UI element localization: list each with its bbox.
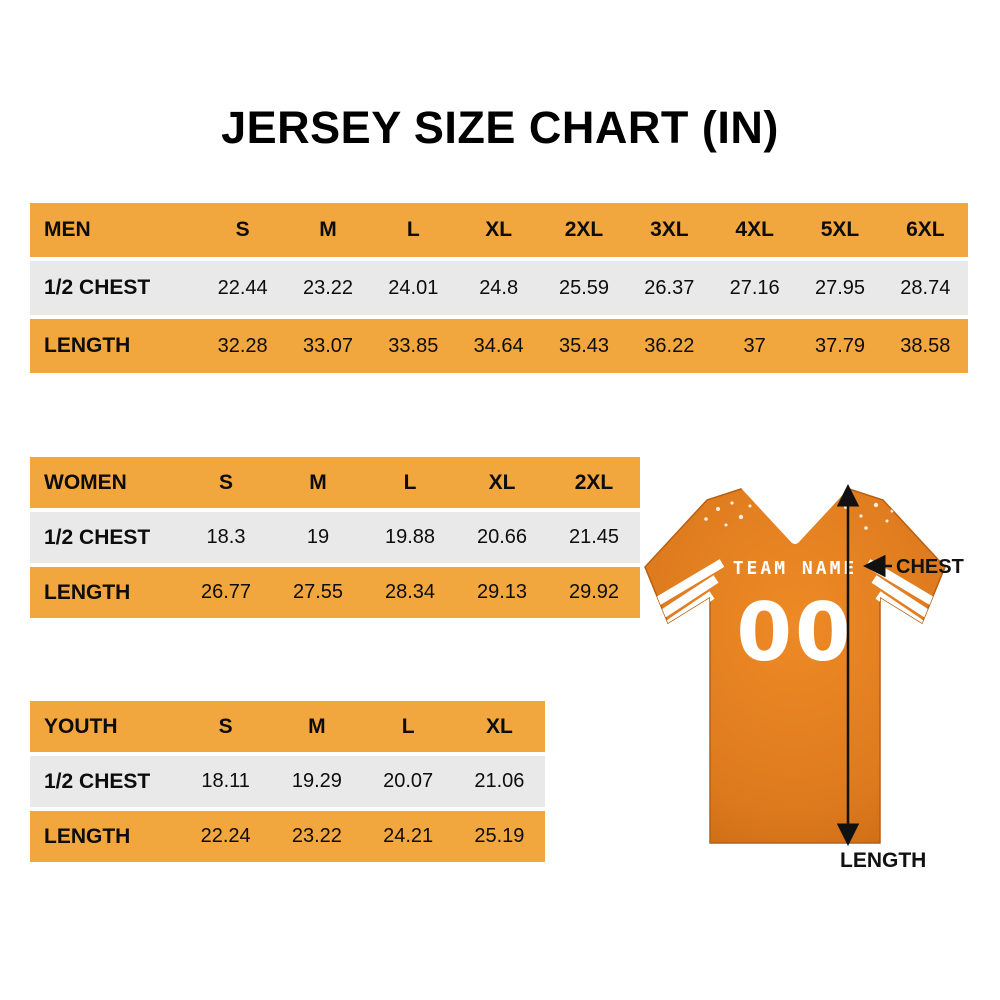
table-header-row: MEN S M L XL 2XL 3XL 4XL 5XL 6XL bbox=[30, 203, 968, 257]
row-label-cell: LENGTH bbox=[30, 811, 180, 862]
col-header-cell: S bbox=[180, 701, 272, 752]
col-header-cell: 6XL bbox=[882, 203, 968, 257]
table-row: LENGTH 26.77 27.55 28.34 29.13 29.92 bbox=[30, 567, 640, 618]
col-header-cell: M bbox=[271, 701, 363, 752]
table-title-cell: WOMEN bbox=[30, 457, 180, 508]
col-header-cell: 5XL bbox=[797, 203, 883, 257]
value-cell: 33.85 bbox=[370, 319, 456, 373]
value-cell: 27.55 bbox=[272, 567, 364, 618]
jersey-number: 00 bbox=[736, 586, 853, 679]
col-header-cell: M bbox=[272, 457, 364, 508]
value-cell: 26.77 bbox=[180, 567, 272, 618]
col-header-cell: 2XL bbox=[548, 457, 640, 508]
sleeve-stripe bbox=[645, 559, 725, 611]
col-header-cell: L bbox=[362, 701, 454, 752]
table-row: LENGTH 32.28 33.07 33.85 34.64 35.43 36.… bbox=[30, 319, 968, 373]
value-cell: 25.59 bbox=[541, 261, 627, 315]
value-cell: 23.22 bbox=[271, 811, 363, 862]
length-measure-label: LENGTH bbox=[840, 849, 926, 872]
shoulder-texture bbox=[704, 501, 894, 530]
row-label-cell: 1/2 CHEST bbox=[30, 512, 180, 563]
table-title-cell: MEN bbox=[30, 203, 200, 257]
value-cell: 18.11 bbox=[180, 756, 272, 807]
value-cell: 38.58 bbox=[882, 319, 968, 373]
table-row: 1/2 CHEST 22.44 23.22 24.01 24.8 25.59 2… bbox=[30, 261, 968, 315]
col-header-cell: 3XL bbox=[626, 203, 712, 257]
page-title: JERSEY SIZE CHART (IN) bbox=[221, 102, 779, 153]
table-header-row: YOUTH S M L XL bbox=[30, 701, 545, 752]
row-label-cell: LENGTH bbox=[30, 319, 200, 373]
chest-measure-label: CHEST bbox=[896, 556, 964, 578]
col-header-cell: XL bbox=[456, 457, 548, 508]
value-cell: 34.64 bbox=[456, 319, 542, 373]
jersey-collar bbox=[741, 481, 849, 544]
value-cell: 28.34 bbox=[364, 567, 456, 618]
col-header-cell: M bbox=[285, 203, 371, 257]
men-size-table: MEN S M L XL 2XL 3XL 4XL 5XL 6XL 1/2 CHE… bbox=[30, 203, 968, 373]
table-row: LENGTH 22.24 23.22 24.21 25.19 bbox=[30, 811, 545, 862]
row-label-cell: LENGTH bbox=[30, 567, 180, 618]
table-row: 1/2 CHEST 18.3 19 19.88 20.66 21.45 bbox=[30, 512, 640, 563]
value-cell: 19.88 bbox=[364, 512, 456, 563]
value-cell: 32.28 bbox=[200, 319, 286, 373]
value-cell: 24.01 bbox=[370, 261, 456, 315]
value-cell: 37.79 bbox=[797, 319, 883, 373]
value-cell: 21.45 bbox=[548, 512, 640, 563]
col-header-cell: L bbox=[364, 457, 456, 508]
col-header-cell: 2XL bbox=[541, 203, 627, 257]
value-cell: 25.19 bbox=[453, 811, 545, 862]
value-cell: 20.07 bbox=[362, 756, 454, 807]
row-label-cell: 1/2 CHEST bbox=[30, 261, 200, 315]
value-cell: 27.95 bbox=[797, 261, 883, 315]
row-label-cell: 1/2 CHEST bbox=[30, 756, 180, 807]
col-header-cell: L bbox=[370, 203, 456, 257]
value-cell: 20.66 bbox=[456, 512, 548, 563]
jersey-graphic: TEAM NAME 00 bbox=[644, 481, 946, 844]
women-size-table: WOMEN S M L XL 2XL 1/2 CHEST 18.3 19 19.… bbox=[30, 457, 640, 618]
value-cell: 29.13 bbox=[456, 567, 548, 618]
value-cell: 19 bbox=[272, 512, 364, 563]
col-header-cell: XL bbox=[453, 701, 545, 752]
jersey-illustration: TEAM NAME 00 CHEST LENGTH bbox=[644, 481, 964, 872]
value-cell: 18.3 bbox=[180, 512, 272, 563]
value-cell: 36.22 bbox=[626, 319, 712, 373]
jersey-team-name: TEAM NAME bbox=[733, 558, 858, 579]
value-cell: 22.44 bbox=[200, 261, 286, 315]
value-cell: 37 bbox=[712, 319, 798, 373]
value-cell: 21.06 bbox=[453, 756, 545, 807]
col-header-cell: XL bbox=[456, 203, 542, 257]
value-cell: 27.16 bbox=[712, 261, 798, 315]
value-cell: 33.07 bbox=[285, 319, 371, 373]
table-title-cell: YOUTH bbox=[30, 701, 180, 752]
value-cell: 35.43 bbox=[541, 319, 627, 373]
col-header-cell: S bbox=[200, 203, 286, 257]
youth-size-table: YOUTH S M L XL 1/2 CHEST 18.11 19.29 20.… bbox=[30, 701, 545, 862]
value-cell: 28.74 bbox=[882, 261, 968, 315]
table-row: 1/2 CHEST 18.11 19.29 20.07 21.06 bbox=[30, 756, 545, 807]
value-cell: 23.22 bbox=[285, 261, 371, 315]
value-cell: 29.92 bbox=[548, 567, 640, 618]
value-cell: 24.21 bbox=[362, 811, 454, 862]
col-header-cell: 4XL bbox=[712, 203, 798, 257]
table-header-row: WOMEN S M L XL 2XL bbox=[30, 457, 640, 508]
value-cell: 19.29 bbox=[271, 756, 363, 807]
value-cell: 22.24 bbox=[180, 811, 272, 862]
value-cell: 24.8 bbox=[456, 261, 542, 315]
value-cell: 26.37 bbox=[626, 261, 712, 315]
col-header-cell: S bbox=[180, 457, 272, 508]
